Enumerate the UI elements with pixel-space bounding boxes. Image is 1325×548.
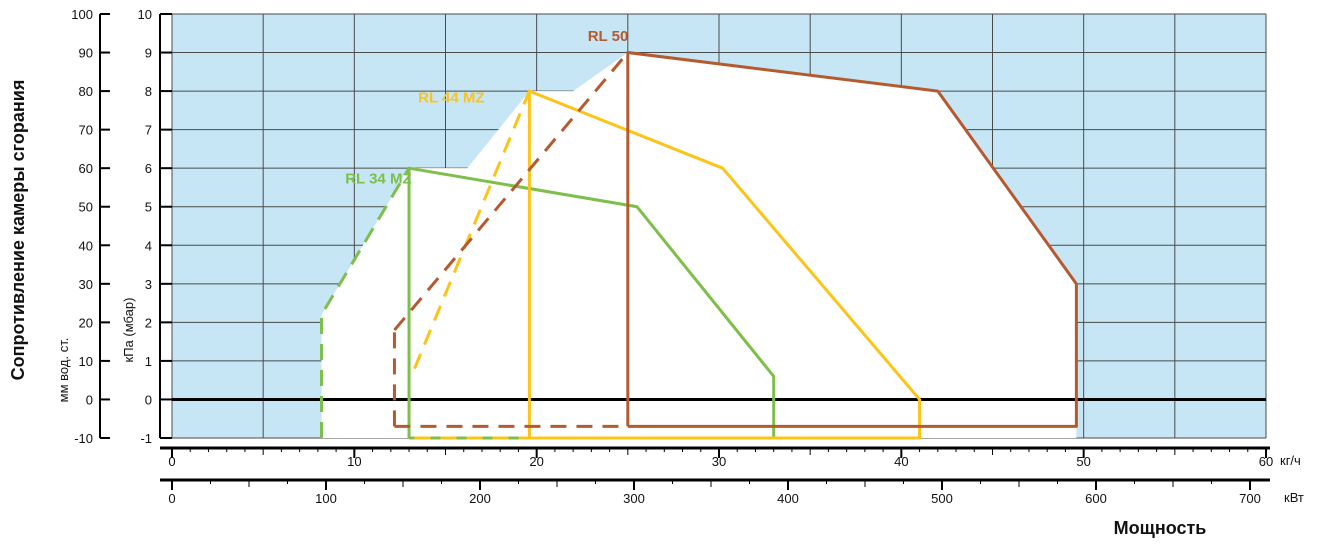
y-tick-label-mm: 100	[71, 7, 93, 22]
x-unit-bottom: кВт	[1284, 490, 1304, 505]
x-tick-label-kw: 700	[1239, 491, 1261, 506]
y-tick-label-kpa: 1	[145, 354, 152, 369]
operating-areas	[321, 52, 1077, 438]
x-unit-top: кг/ч	[1280, 453, 1301, 468]
y-tick-label-mm: 40	[79, 238, 93, 253]
x-tick-label-kgh: 10	[347, 454, 361, 469]
y-tick-label-mm: 90	[79, 46, 93, 61]
x-tick-label-kgh: 0	[168, 454, 175, 469]
y-axis-title-mm: мм вод. ст.	[56, 338, 71, 403]
x-tick-label-kw: 500	[931, 491, 953, 506]
x-tick-label-kw: 100	[315, 491, 337, 506]
y-tick-label-kpa: 6	[145, 161, 152, 176]
x-axis-title: Мощность	[1114, 518, 1207, 538]
y-tick-label-kpa: 9	[145, 46, 152, 61]
x-tick-label-kgh: 30	[712, 454, 726, 469]
y-tick-label-mm: 60	[79, 161, 93, 176]
series-line-dashed	[320, 167, 411, 438]
series-label: RL 34 MZ	[345, 171, 411, 188]
labels-layer: RL 34 MZ RL 44 MZ RL 50	[345, 28, 628, 188]
y-tick-label-mm: 10	[79, 354, 93, 369]
x-tick-label-kw: 300	[623, 491, 645, 506]
y-tick-label-kpa: 2	[145, 315, 152, 330]
y-tick-label-mm: 70	[79, 123, 93, 138]
y-tick-label-kpa: 8	[145, 84, 152, 99]
y-tick-label-kpa: 3	[145, 277, 152, 292]
series-line-solid	[626, 51, 1078, 428]
series-label: RL 50	[588, 28, 629, 45]
y-tick-label-kpa: 5	[145, 200, 152, 215]
x-tick-label-kw: 200	[469, 491, 491, 506]
x-tick-label-kgh: 40	[894, 454, 908, 469]
y-tick-label-kpa: 10	[138, 7, 152, 22]
series-line-dashed	[393, 51, 629, 332]
series-layer	[320, 51, 1078, 440]
series-line-solid	[527, 89, 922, 440]
operating-envelope	[321, 52, 1077, 438]
y-tick-label-kpa: -1	[140, 431, 152, 446]
x-tick-label-kw: 0	[168, 491, 175, 506]
x-tick-label-kw: 600	[1085, 491, 1107, 506]
y-tick-label-mm: 50	[79, 200, 93, 215]
y-tick-label-mm: 20	[79, 315, 93, 330]
x-tick-label-kgh: 60	[1259, 454, 1273, 469]
x-tick-label-kw: 400	[777, 491, 799, 506]
y-tick-label-mm: -10	[74, 431, 93, 446]
y-tick-label-mm: 80	[79, 84, 93, 99]
y-axis-title-kpa: кПа (мбар)	[121, 298, 136, 363]
y-tick-label-kpa: 4	[145, 238, 152, 253]
y-tick-label-kpa: 7	[145, 123, 152, 138]
x-tick-label-kgh: 50	[1076, 454, 1090, 469]
series-label: RL 44 MZ	[418, 90, 484, 107]
x-tick-label-kgh: 20	[529, 454, 543, 469]
y-axis-title-outer: Сопротивление камеры сгорания	[8, 80, 28, 381]
y-tick-label-mm: 0	[86, 392, 93, 407]
axes-layer: -1012345678910-1001020304050607080901000…	[71, 7, 1273, 506]
y-tick-label-kpa: 0	[145, 392, 152, 407]
y-tick-label-mm: 30	[79, 277, 93, 292]
